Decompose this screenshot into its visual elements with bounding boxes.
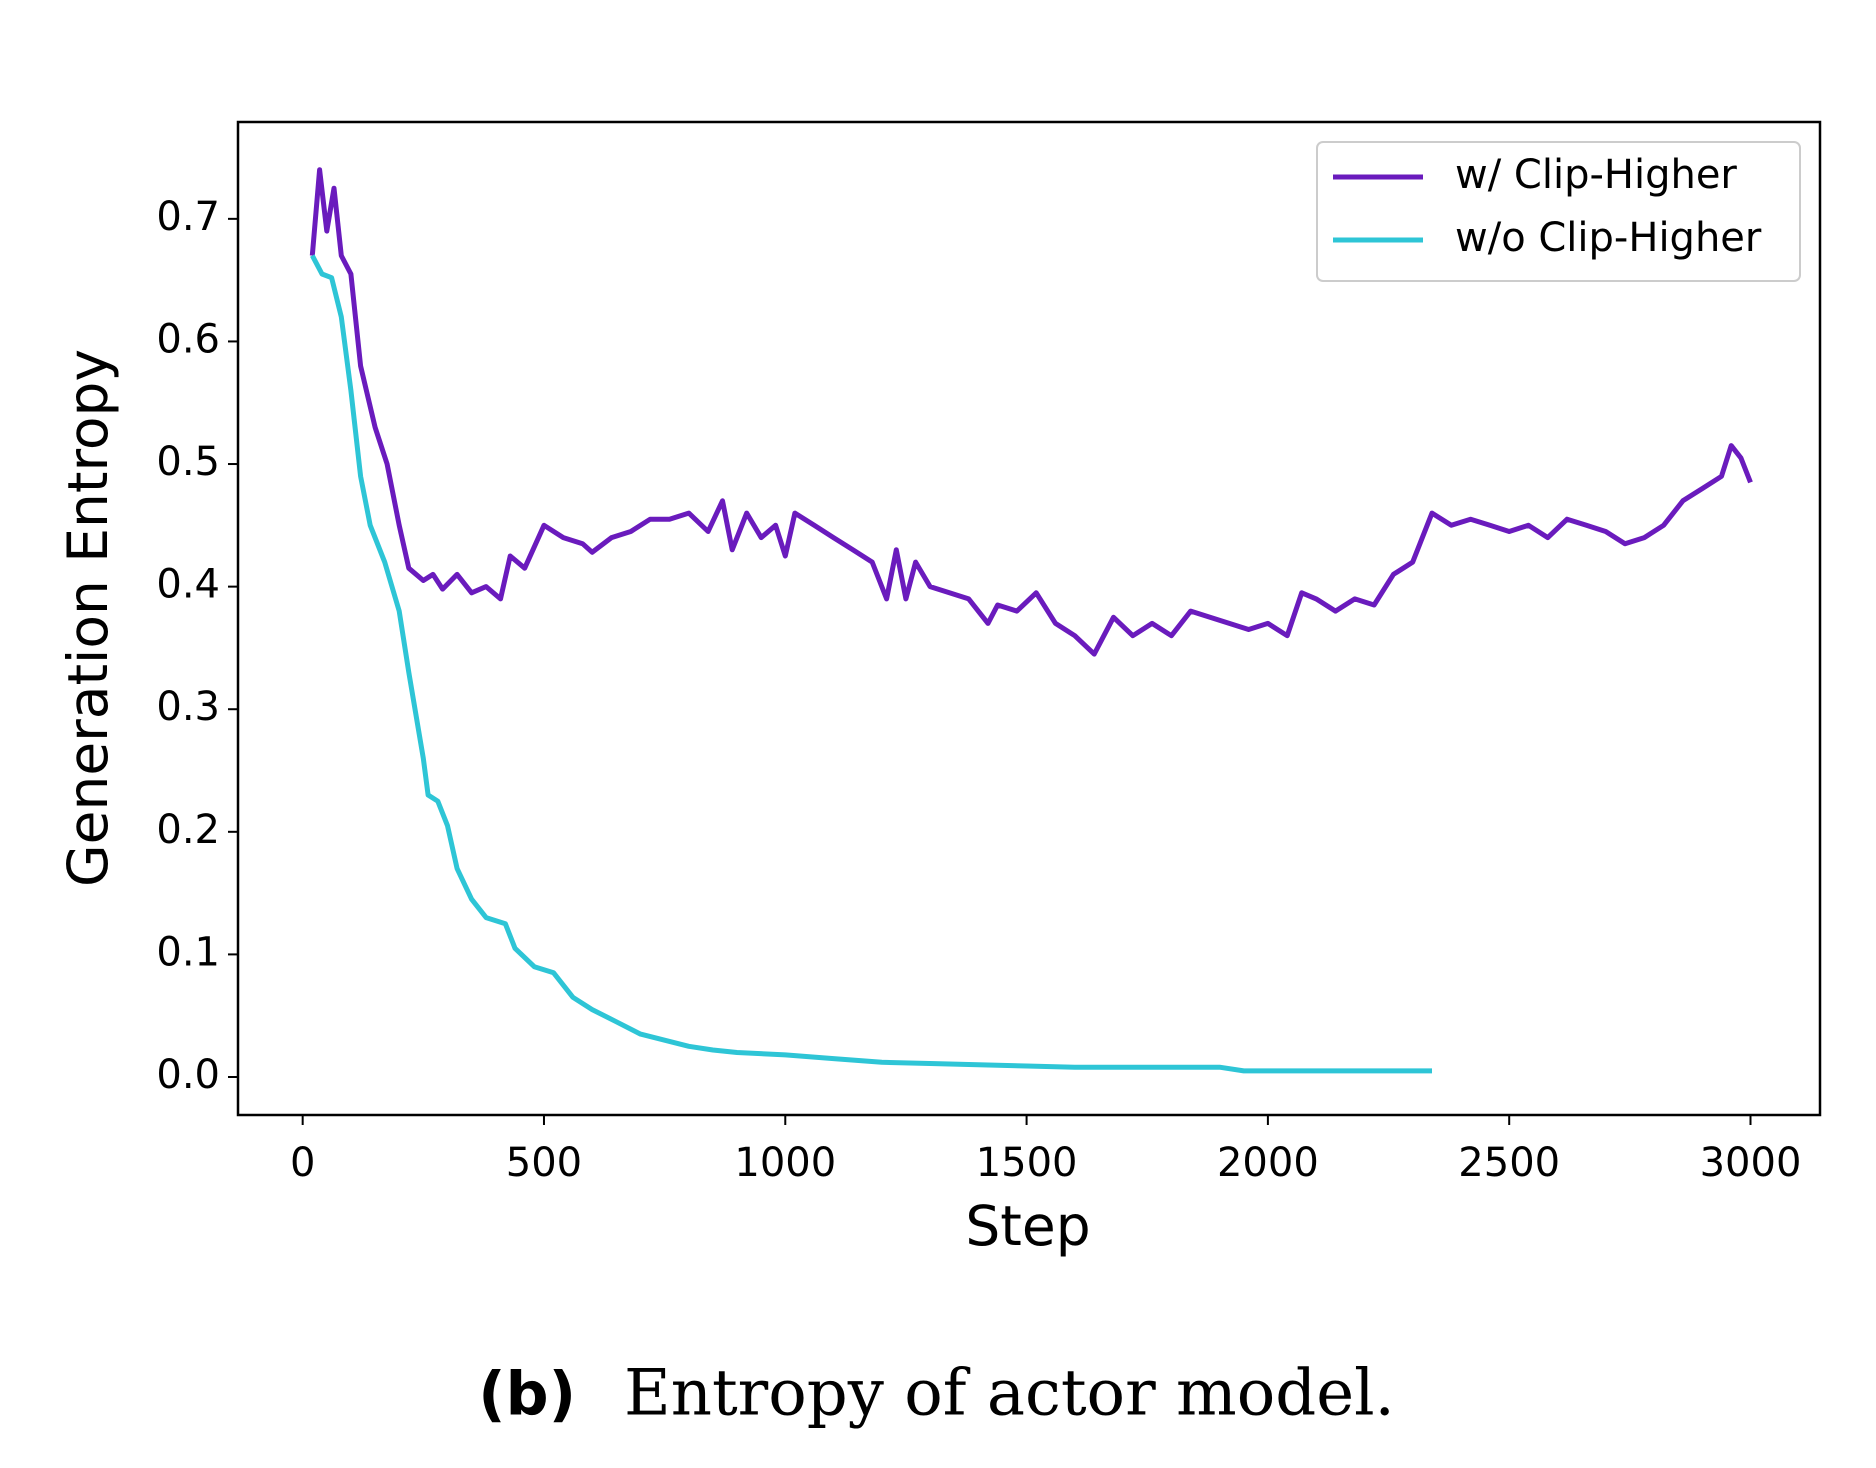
x-tick-label: 500 xyxy=(506,1140,582,1186)
y-tick-label: 0.2 xyxy=(156,807,220,853)
y-tick-label: 0.0 xyxy=(156,1052,220,1098)
y-tick-label: 0.5 xyxy=(156,439,220,485)
x-axis-label: Step xyxy=(965,1194,1090,1258)
y-tick-label: 0.7 xyxy=(156,194,220,240)
x-tick-label: 2000 xyxy=(1217,1140,1319,1186)
line xyxy=(310,254,1432,1074)
x-tick-label: 3000 xyxy=(1700,1140,1802,1186)
legend-box xyxy=(1316,141,1801,282)
x-tick-label: 1500 xyxy=(976,1140,1078,1186)
legend-label: w/o Clip-Higher xyxy=(1455,215,1762,261)
x-tick-label: 2500 xyxy=(1458,1140,1560,1186)
caption: Entropy of actor model. xyxy=(624,1357,1395,1431)
x-tick-label: 1000 xyxy=(734,1140,836,1186)
y-tick-label: 0.3 xyxy=(156,684,220,730)
plot-frame xyxy=(236,120,1822,1117)
y-axis-label: Generation Entropy xyxy=(56,349,120,887)
line xyxy=(309,167,1753,657)
y-tick-label: 0.1 xyxy=(156,929,220,975)
legend-label: w/ Clip-Higher xyxy=(1455,152,1737,198)
legend: w/ Clip-Higher w/o Clip-Higher xyxy=(1316,141,1801,282)
y-tick-label: 0.4 xyxy=(156,562,220,608)
caption-label: (b) xyxy=(478,1360,576,1430)
x-tick-label: 0 xyxy=(290,1140,315,1186)
y-tick-label: 0.6 xyxy=(156,316,220,362)
